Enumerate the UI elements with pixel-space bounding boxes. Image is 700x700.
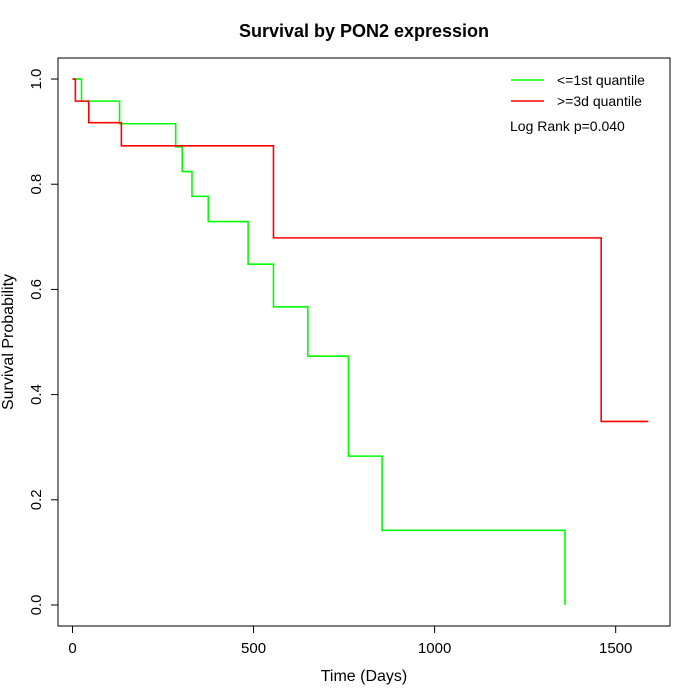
y-tick-label: 0.4 [28, 384, 45, 405]
log-rank-annotation: Log Rank p=0.040 [510, 118, 625, 134]
y-tick-label: 0.0 [28, 595, 45, 616]
x-tick-label: 500 [241, 640, 266, 657]
plot-frame [57, 57, 671, 627]
chart-title: Survival by PON2 expression [239, 21, 489, 41]
series-layer [72, 78, 649, 605]
legend: <=1st quantile >=3d quantile [511, 72, 645, 109]
x-axis-label: Time (Days) [321, 668, 408, 685]
x-tick-label: 1000 [418, 640, 451, 657]
y-tick-label: 0.2 [28, 489, 45, 510]
y-tick-label: 0.6 [28, 279, 45, 300]
survival-curve-series-2 [72, 78, 649, 423]
y-tick-label: 1.0 [28, 69, 45, 90]
y-tick-label: 0.8 [28, 174, 45, 195]
x-axis: 0 500 1000 1500 [68, 625, 632, 657]
y-axis-label: Survival Probability [0, 274, 17, 410]
survival-curve-series-1 [72, 78, 566, 605]
x-tick-label: 0 [68, 640, 76, 657]
x-tick-label: 1500 [599, 640, 632, 657]
legend-entry: <=1st quantile [557, 72, 645, 88]
y-axis: 0.0 0.2 0.4 0.6 0.8 1.0 [28, 69, 59, 616]
legend-entry: >=3d quantile [557, 93, 642, 109]
